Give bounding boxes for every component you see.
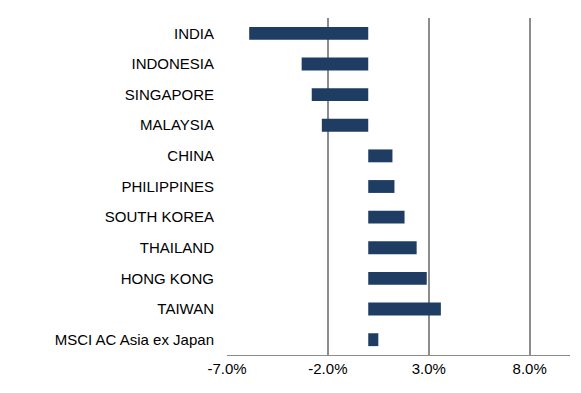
svg-text:SINGAPORE: SINGAPORE — [125, 86, 214, 103]
svg-text:-2.0%: -2.0% — [308, 360, 347, 377]
svg-text:INDIA: INDIA — [174, 25, 214, 42]
svg-text:MSCI AC Asia ex Japan: MSCI AC Asia ex Japan — [55, 331, 214, 348]
svg-text:INDONESIA: INDONESIA — [131, 55, 214, 72]
svg-text:TAIWAN: TAIWAN — [157, 300, 214, 317]
svg-text:8.0%: 8.0% — [513, 360, 547, 377]
svg-text:HONG KONG: HONG KONG — [121, 270, 214, 287]
svg-text:SOUTH KOREA: SOUTH KOREA — [105, 208, 214, 225]
svg-text:PHILIPPINES: PHILIPPINES — [121, 178, 214, 195]
svg-text:MALAYSIA: MALAYSIA — [140, 116, 214, 133]
svg-text:-7.0%: -7.0% — [207, 360, 246, 377]
svg-text:3.0%: 3.0% — [412, 360, 446, 377]
svg-text:CHINA: CHINA — [167, 147, 214, 164]
svg-text:THAILAND: THAILAND — [140, 239, 214, 256]
